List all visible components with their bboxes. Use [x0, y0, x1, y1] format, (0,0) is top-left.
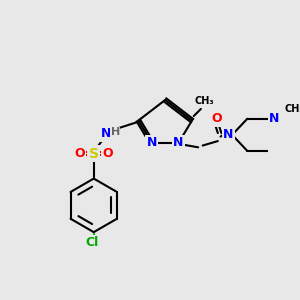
Text: N: N	[101, 128, 111, 140]
Text: CH₃: CH₃	[195, 96, 214, 106]
Text: O: O	[212, 112, 222, 125]
Text: N: N	[173, 136, 184, 149]
Text: S: S	[89, 147, 99, 160]
Text: N: N	[269, 112, 279, 125]
Text: N: N	[147, 136, 157, 149]
Text: O: O	[103, 147, 113, 160]
Text: O: O	[74, 147, 85, 160]
Text: Cl: Cl	[85, 236, 99, 249]
Text: N: N	[224, 128, 234, 141]
Text: H: H	[110, 127, 120, 137]
Text: CH₃: CH₃	[285, 104, 300, 114]
